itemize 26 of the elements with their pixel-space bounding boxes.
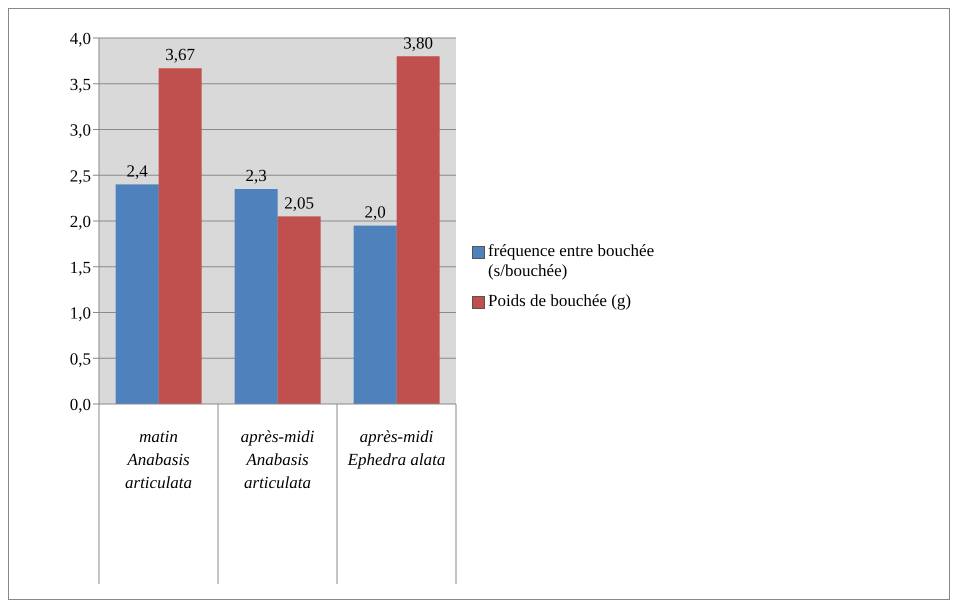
bar — [158, 68, 202, 404]
x-tick-label: matin Anabasis articulata — [124, 427, 192, 492]
data-label: 2,4 — [126, 161, 148, 180]
legend-label: Poids de bouchée (g) — [488, 291, 632, 311]
y-tick-label: 1,0 — [70, 304, 91, 323]
data-label: 2,05 — [284, 193, 314, 212]
bar — [278, 216, 321, 404]
y-tick-label: 0,0 — [70, 395, 91, 414]
bar — [116, 184, 159, 404]
bar — [396, 56, 440, 404]
data-label: 2,3 — [246, 166, 267, 185]
y-tick-label: 1,5 — [70, 258, 91, 277]
y-tick-label: 0,5 — [70, 349, 91, 368]
data-label: 3,80 — [403, 33, 434, 52]
legend-label: fréquence entre bouchée (s/bouchée) — [488, 241, 656, 281]
data-label: 3,67 — [165, 45, 196, 64]
y-tick-label: 2,5 — [70, 166, 91, 186]
y-tick-label: 4,0 — [70, 29, 91, 48]
bar — [354, 226, 397, 404]
y-tick-label: 3,5 — [70, 74, 91, 94]
data-label: 2,0 — [364, 202, 386, 222]
y-tick-label: 2,0 — [70, 212, 91, 232]
bar — [234, 188, 278, 404]
x-tick-label: après-midi Ephedra alata — [346, 427, 446, 469]
x-tick-label: après-midi Anabasis articulata — [240, 427, 315, 492]
y-tick-label: 3,0 — [70, 120, 91, 140]
